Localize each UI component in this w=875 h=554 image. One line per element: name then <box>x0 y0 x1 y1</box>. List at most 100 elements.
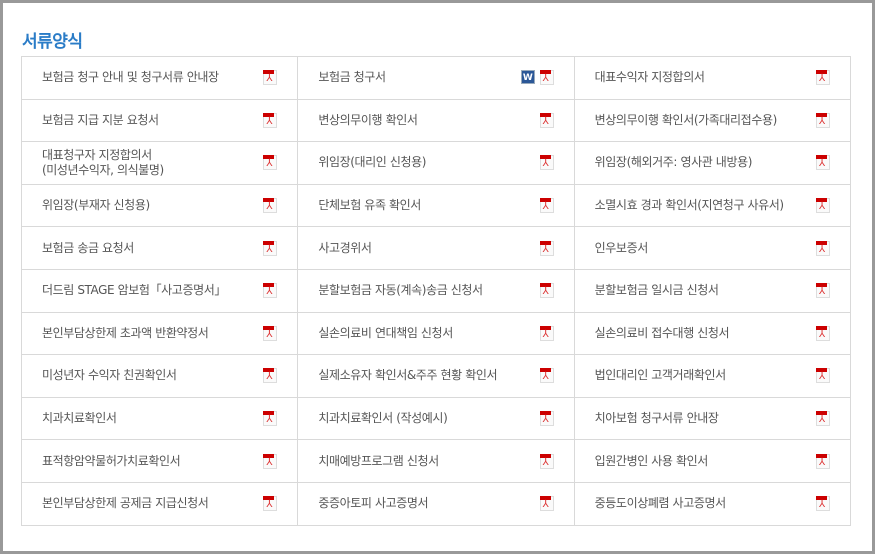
pdf-download-icon[interactable] <box>816 155 830 171</box>
pdf-download-icon[interactable] <box>263 70 278 86</box>
document-label: 실손의료비 접수대행 신청서 <box>594 325 730 340</box>
document-item: 분할보험금 자동(계속)송금 신청서 <box>318 283 554 299</box>
pdf-download-icon[interactable] <box>816 496 830 512</box>
document-item: 위임장(대리인 신청용) <box>318 155 554 171</box>
download-icons <box>816 453 830 469</box>
document-item: 변상의무이행 확인서(가족대리접수용) <box>595 112 830 128</box>
document-item: 사고경위서 <box>318 240 554 256</box>
pdf-download-icon[interactable] <box>263 411 278 427</box>
document-item: 실손의료비 연대책임 신청서 <box>318 325 554 341</box>
document-item: 실손의료비 접수대행 신청서 <box>594 325 830 341</box>
table-row: 보험금 송금 요청서 사고경위서 인우보증서 <box>20 226 852 270</box>
pdf-download-icon[interactable] <box>263 283 278 299</box>
download-icons <box>263 283 278 299</box>
document-label: 보험금 청구서 <box>318 70 386 85</box>
document-item: 단체보험 유족 확인서 <box>318 198 554 214</box>
pdf-download-icon[interactable] <box>816 70 830 86</box>
table-row: 치과치료확인서 치과치료확인서 (작성예시) 치아보험 청구서류 안내장 <box>20 396 852 441</box>
pdf-download-icon[interactable] <box>263 496 278 512</box>
document-cell: 실손의료비 연대책임 신청서 <box>297 311 575 356</box>
pdf-download-icon[interactable] <box>816 283 830 299</box>
document-cell: 인우보증서 <box>573 226 852 270</box>
document-cell: 치과치료확인서 (작성예시) <box>297 396 575 441</box>
pdf-download-icon[interactable] <box>539 496 554 512</box>
pdf-download-icon[interactable] <box>816 368 830 384</box>
document-item: 보험금 송금 요청서 <box>42 240 278 256</box>
pdf-download-icon[interactable] <box>263 325 278 341</box>
pdf-download-icon[interactable] <box>816 453 830 469</box>
pdf-download-icon[interactable] <box>263 112 278 128</box>
document-item: 더드림 STAGE 암보험「사고증명서」 <box>42 283 278 299</box>
document-forms-table: 보험금 청구 안내 및 청구서류 안내장보험금 청구서W대표수익자 지정합의서보… <box>20 56 852 526</box>
pdf-download-icon[interactable] <box>539 325 554 341</box>
download-icons <box>816 411 830 427</box>
pdf-download-icon[interactable] <box>816 240 830 256</box>
document-label: 대표수익자 지정합의서 <box>594 70 705 85</box>
pdf-download-icon[interactable] <box>539 155 554 171</box>
document-cell: 실손의료비 접수대행 신청서 <box>573 311 852 356</box>
download-icons <box>816 496 830 512</box>
download-icons <box>263 198 278 214</box>
download-icons <box>539 496 554 512</box>
pdf-download-icon[interactable] <box>816 112 830 128</box>
document-item: 본인부담상한제 초과액 반환약정서 <box>42 325 278 341</box>
pdf-download-icon[interactable] <box>539 198 554 214</box>
document-cell: 분할보험금 자동(계속)송금 신청서 <box>297 268 575 313</box>
pdf-download-icon[interactable] <box>263 453 278 469</box>
word-download-icon[interactable]: W <box>520 70 535 85</box>
download-icons <box>539 155 554 171</box>
pdf-download-icon[interactable] <box>816 198 830 214</box>
document-item: 미성년자 수익자 친권확인서 <box>42 368 278 384</box>
download-icons <box>816 198 830 214</box>
pdf-download-icon[interactable] <box>539 453 554 469</box>
document-cell: 본인부담상한제 초과액 반환약정서 <box>20 311 299 356</box>
pdf-download-icon[interactable] <box>539 283 554 299</box>
document-cell: 치매예방프로그램 신청서 <box>297 439 575 483</box>
pdf-download-icon[interactable] <box>539 240 554 256</box>
pdf-download-icon[interactable] <box>816 411 830 427</box>
table-row: 본인부담상한제 초과액 반환약정서 실손의료비 연대책임 신청서 실손의료비 접수대… <box>20 311 852 356</box>
document-label: 치과치료확인서 <box>42 411 117 426</box>
download-icons <box>816 112 830 128</box>
pdf-download-icon[interactable] <box>263 240 278 256</box>
table-row: 더드림 STAGE 암보험「사고증명서」 분할보험금 자동(계속)송금 신청서 분할… <box>20 268 852 313</box>
download-icons <box>816 155 830 171</box>
document-label: 본인부담상한제 공제금 지급신청서 <box>42 496 209 511</box>
table-row: 보험금 청구 안내 및 청구서류 안내장 보험금 청구서 W 대표수익자 지정합의서 <box>20 56 852 100</box>
pdf-download-icon[interactable] <box>816 325 830 341</box>
document-cell: 치아보험 청구서류 안내장 <box>573 396 852 441</box>
pdf-download-icon[interactable] <box>539 112 554 128</box>
document-cell: 단체보험 유족 확인서 <box>297 183 575 228</box>
document-label: 위임장(부재자 신청용) <box>42 198 150 213</box>
pdf-download-icon[interactable] <box>539 70 554 86</box>
document-label: 보험금 송금 요청서 <box>42 240 134 255</box>
document-cell: 미성년자 수익자 친권확인서 <box>20 354 299 398</box>
document-label: 위임장(대리인 신청용) <box>318 155 427 170</box>
pdf-download-icon[interactable] <box>263 368 278 384</box>
table-row: 미성년자 수익자 친권확인서 실제소유자 확인서&주주 현황 확인서 법인대리인 고… <box>20 354 852 398</box>
document-item: 보험금 청구 안내 및 청구서류 안내장 <box>42 70 278 86</box>
pdf-download-icon[interactable] <box>539 411 554 427</box>
document-item: 위임장(해외거주: 영사관 내방용) <box>594 155 830 171</box>
pdf-download-icon[interactable] <box>263 198 278 214</box>
document-item: 치과치료확인서 (작성예시) <box>318 411 554 427</box>
document-item: 치과치료확인서 <box>42 411 278 427</box>
document-label: 표적항암약물허가치료확인서 <box>42 453 181 468</box>
document-cell: 법인대리인 고객거래확인서 <box>573 354 852 398</box>
download-icons <box>263 155 278 171</box>
document-cell: 보험금 청구서 W <box>297 56 575 100</box>
document-item: 중등도이상폐렴 사고증명서 <box>595 496 830 512</box>
document-label: 입원간병인 사용 확인서 <box>594 453 709 468</box>
download-icons <box>816 240 830 256</box>
download-icons <box>539 325 554 341</box>
pdf-download-icon[interactable] <box>263 155 278 171</box>
document-label: 법인대리인 고객거래확인서 <box>594 368 727 383</box>
document-item: 보험금 지급 지분 요청서 <box>42 112 278 128</box>
document-label: 위임장(해외거주: 영사관 내방용) <box>594 155 753 170</box>
download-icons <box>539 411 554 427</box>
document-label: 더드림 STAGE 암보험「사고증명서」 <box>42 283 226 298</box>
pdf-download-icon[interactable] <box>539 368 554 384</box>
document-label: 변상의무이행 확인서 <box>318 112 418 127</box>
document-label: 보험금 청구 안내 및 청구서류 안내장 <box>42 70 219 85</box>
